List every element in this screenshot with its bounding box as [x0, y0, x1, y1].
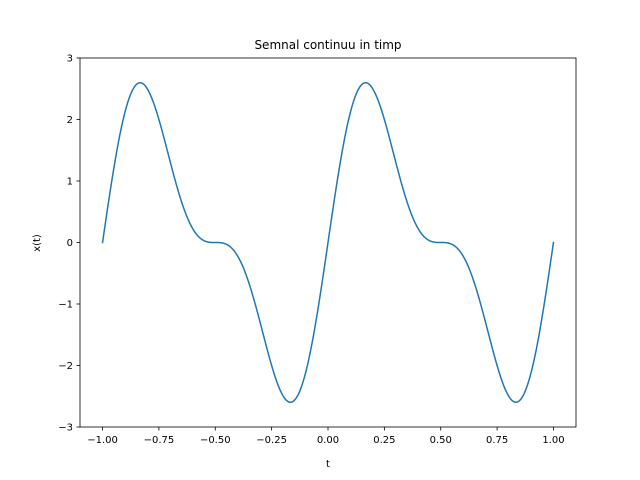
- x-axis-label: t: [326, 459, 330, 470]
- y-tick-label: −1: [58, 300, 73, 311]
- x-tick-label: 0.50: [430, 435, 452, 446]
- y-axis-label: x(t): [32, 234, 43, 252]
- y-tick-label: −2: [58, 361, 73, 372]
- x-tick-label: 0.25: [373, 435, 395, 446]
- y-tick-label: 0: [67, 238, 73, 249]
- x-tick-label: −0.50: [200, 435, 231, 446]
- x-tick-label: 1.00: [542, 435, 564, 446]
- x-axis-ticks: −1.00 −0.75 −0.50 −0.25 0.00 0.25 0.50 0.75 1.00: [87, 427, 565, 446]
- y-axis-ticks: −3 −2 −1 0 1 2 3: [58, 54, 80, 434]
- x-tick-label: 0.00: [317, 435, 339, 446]
- chart-title: Semnal continuu in timp: [254, 38, 401, 52]
- y-tick-label: 1: [67, 177, 73, 188]
- x-tick-label: −0.25: [256, 435, 287, 446]
- y-tick-label: −3: [58, 423, 73, 434]
- x-tick-label: 0.75: [486, 435, 508, 446]
- y-tick-label: 2: [67, 115, 73, 126]
- y-tick-label: 3: [67, 54, 73, 65]
- x-tick-label: −1.00: [87, 435, 118, 446]
- x-tick-label: −0.75: [144, 435, 175, 446]
- series-line-0: [101, 81, 555, 404]
